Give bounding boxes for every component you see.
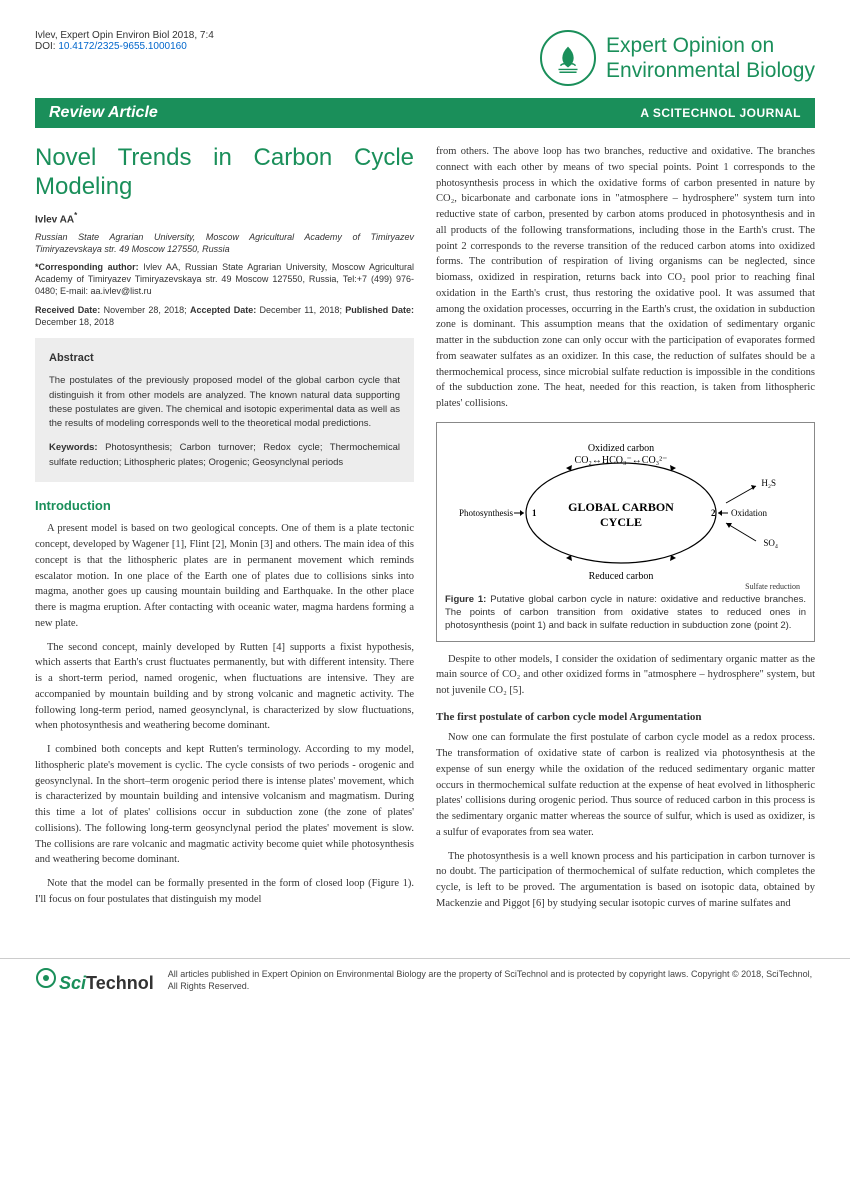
col2-p2: Despite to other models, I consider the … [436,652,815,699]
right-column: from others. The above loop has two bran… [436,144,815,920]
received-label: Received Date: [35,305,100,315]
published-label: Published Date: [345,305,414,315]
intro-p3: I combined both concepts and kept Rutten… [35,742,414,868]
doi-link[interactable]: 10.4172/2325-9655.1000160 [58,41,186,52]
keywords-text: Photosynthesis; Carbon turnover; Redox c… [49,442,400,467]
col2-p3: Now one can formulate the first postulat… [436,730,815,840]
fig-oxidized-label: Oxidized carbon [587,443,653,454]
fig-h2s: H₂S [761,478,776,488]
keywords-label: Keywords: [49,442,98,453]
figure-label: Figure 1: [445,594,486,605]
fig-point1: 1 [532,508,537,518]
journal-name-line1: Expert Opinion on [606,33,815,58]
citation-block: Ivlev, Expert Opin Environ Biol 2018, 7:… [35,30,214,52]
introduction-heading: Introduction [35,496,414,516]
logo-sci: Sci [59,973,86,994]
scitechnol-journal-label: A SCITECHNOL JOURNAL [640,106,801,120]
received-date: November 28, 2018; [100,305,190,315]
review-article-label: Review Article [49,104,158,122]
doi-prefix: DOI: [35,41,58,52]
figure-1-box: Oxidized carbon CO₂↔HCO₃⁻↔CO₃²⁻ GLOBAL C… [436,422,815,642]
intro-p1: A present model is based on two geologic… [35,521,414,631]
figure-caption-text: Putative global carbon cycle in nature: … [445,594,806,632]
fig-photosynthesis: Photosynthesis [458,508,513,518]
author-sup: * [74,211,77,220]
author-name: Ivlev AA [35,214,74,225]
left-column: Novel Trends in Carbon Cycle Modeling Iv… [35,144,414,920]
fig-reduced-label: Reduced carbon [588,571,653,582]
keywords-block: Keywords: Photosynthesis; Carbon turnove… [49,441,400,470]
col2-p4: The photosynthesis is a well known proce… [436,849,815,912]
figure-1-caption: Figure 1: Putative global carbon cycle i… [445,593,806,633]
accepted-date: December 11, 2018; [256,305,345,315]
journal-logo-icon [540,30,596,86]
figure-1-diagram: Oxidized carbon CO₂↔HCO₃⁻↔CO₃²⁻ GLOBAL C… [445,431,806,591]
citation-text: Ivlev, Expert Opin Environ Biol 2018, 7:… [35,30,214,41]
journal-name-line2: Environmental Biology [606,58,815,83]
affiliation: Russian State Agrarian University, Mosco… [35,231,414,255]
fig-formula: CO₂↔HCO₃⁻↔CO₃²⁻ [574,455,667,466]
journal-name: Expert Opinion on Environmental Biology [606,33,815,83]
logo-technol: Technol [86,973,154,994]
fig-point2: 2 [711,508,716,518]
section-bar: Review Article A SCITECHNOL JOURNAL [35,98,815,128]
page-footer: SciTechnol All articles published in Exp… [0,958,850,1012]
published-date: December 18, 2018 [35,317,114,327]
subsection-heading: The first postulate of carbon cycle mode… [436,709,815,726]
col2-p1: from others. The above loop has two bran… [436,144,815,412]
doi-line: DOI: 10.4172/2325-9655.1000160 [35,41,214,52]
header-top: Ivlev, Expert Opin Environ Biol 2018, 7:… [35,30,815,86]
article-dates: Received Date: November 28, 2018; Accept… [35,304,414,328]
footer-copyright: All articles published in Expert Opinion… [168,968,815,993]
corresponding-author: *Corresponding author: Ivlev AA, Russian… [35,261,414,297]
intro-p2: The second concept, mainly developed by … [35,640,414,735]
scitechnol-logo: SciTechnol [35,967,154,994]
fig-oxidation: Oxidation [731,508,767,518]
fig-title-line1: GLOBAL CARBON [568,500,674,514]
abstract-heading: Abstract [49,350,400,367]
abstract-text: The postulates of the previously propose… [49,374,400,431]
corresponding-label: *Corresponding author: [35,262,139,272]
intro-p4: Note that the model can be formally pres… [35,876,414,908]
accepted-label: Accepted Date: [190,305,256,315]
author-line: Ivlev AA* [35,210,414,227]
article-title: Novel Trends in Carbon Cycle Modeling [35,144,414,202]
fig-so4: SO₄ [763,538,778,548]
abstract-box: Abstract The postulates of the previousl… [35,338,414,482]
header-right: Expert Opinion on Environmental Biology [540,30,815,86]
fig-title-line2: CYCLE [599,515,641,529]
